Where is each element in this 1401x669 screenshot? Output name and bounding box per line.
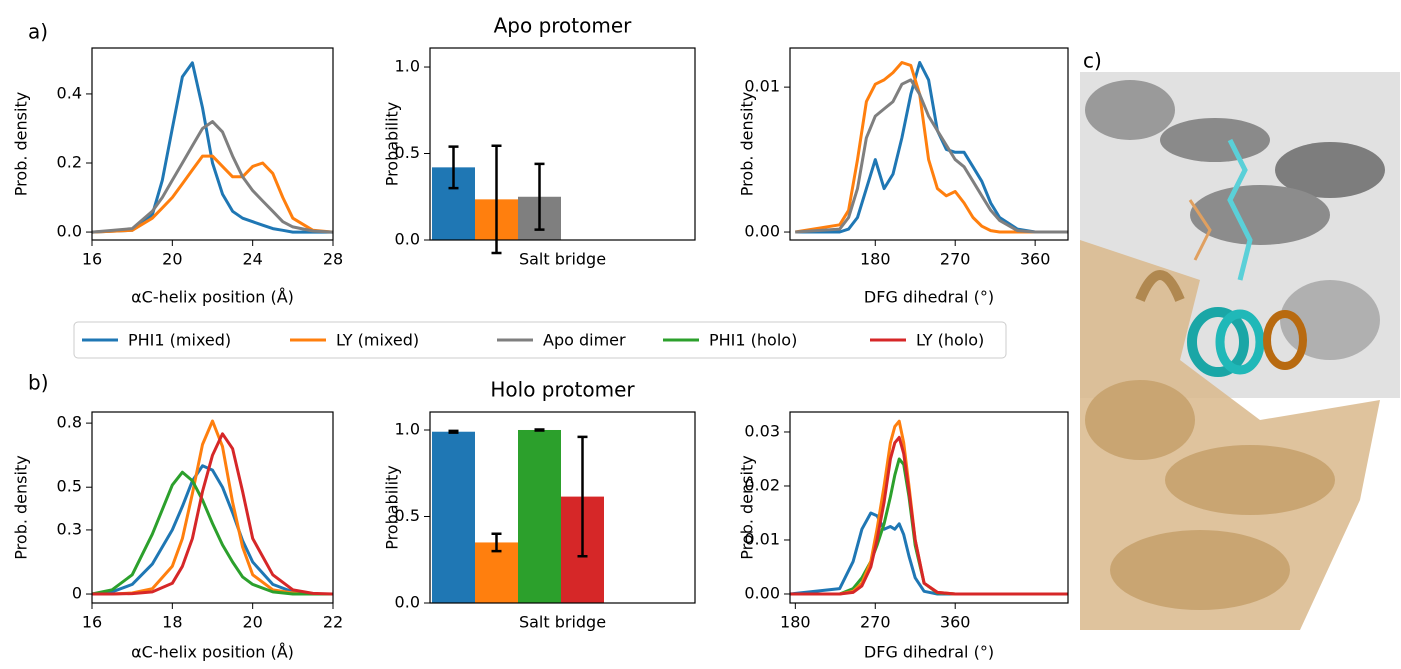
line-series (91, 154, 334, 234)
y-axis-label: Prob. density (738, 92, 757, 196)
y-axis-label: Probability (383, 465, 402, 550)
y-tick-label: 1.0 (395, 57, 420, 76)
legend-label: PHI1 (holo) (709, 331, 797, 350)
line-series (91, 470, 333, 596)
x-tick-label: 180 (780, 613, 811, 632)
error-bar (491, 144, 502, 255)
x-tick-label: 20 (162, 250, 182, 269)
legend-label: PHI1 (mixed) (128, 331, 231, 350)
plot-frame (429, 47, 696, 241)
y-tick-label: 0.4 (57, 83, 82, 102)
legend-label: Apo dimer (543, 331, 626, 350)
y-axis-label: Probability (383, 102, 402, 187)
y-tick-label: 0.2 (57, 152, 82, 171)
line-series (91, 61, 333, 234)
error-bar (577, 435, 588, 558)
x-tick-label: 24 (242, 250, 262, 269)
bar (518, 429, 561, 603)
error-bar (491, 532, 502, 553)
y-axis-label: Prob. density (738, 455, 757, 559)
plot-frame (429, 411, 696, 604)
y-tick-label: 0.0 (57, 222, 82, 241)
x-tick-label: 360 (1020, 250, 1051, 269)
panel-label: c) (1083, 49, 1102, 73)
line-series (92, 432, 334, 596)
legend-label: LY (mixed) (336, 331, 419, 350)
chart-title: Apo protomer (494, 14, 633, 38)
y-tick-label: 0.01 (744, 529, 780, 548)
y-tick-label: 0.5 (395, 506, 420, 525)
y-tick-label: 0.00 (744, 222, 780, 241)
plot-frame (91, 411, 334, 604)
x-tick-label: 22 (323, 613, 343, 632)
y-tick-label: 0.5 (395, 143, 420, 162)
x-tick-label: 16 (82, 250, 102, 269)
legend-label: LY (holo) (916, 331, 984, 350)
error-bar (448, 145, 459, 190)
line-series (790, 419, 1068, 596)
line-series (789, 511, 1068, 596)
protein-image (1080, 72, 1400, 630)
plot-frame (789, 47, 1069, 241)
x-tick-label: 20 (242, 613, 262, 632)
bar (475, 542, 518, 603)
x-tick-label: 18 (162, 613, 182, 632)
panel-label: b) (28, 371, 49, 395)
error-bar (448, 429, 459, 434)
line-series (795, 61, 1068, 234)
x-tick-label: 16 (82, 613, 102, 632)
y-tick-label: 0.03 (744, 421, 780, 440)
line-series (790, 435, 1068, 596)
y-tick-label: 0.0 (395, 230, 420, 249)
y-tick-label: 0.8 (57, 413, 82, 432)
x-tick-label: 270 (860, 613, 891, 632)
x-tick-label: 180 (860, 250, 891, 269)
x-tick-label: Salt bridge (519, 250, 606, 269)
x-axis-label: DFG dihedral (°) (864, 288, 994, 307)
chart-title: Holo protomer (490, 378, 635, 402)
line-series (91, 120, 334, 234)
y-tick-label: 0 (72, 584, 82, 603)
line-series (795, 78, 1068, 234)
line-series (790, 457, 1068, 596)
x-tick-label: Salt bridge (519, 613, 606, 632)
y-axis-label: Prob. density (12, 92, 31, 196)
y-tick-label: 0.5 (57, 477, 82, 496)
error-bar (534, 428, 545, 432)
plot-frame (789, 411, 1069, 604)
y-tick-label: 0.00 (744, 583, 780, 602)
x-tick-label: 28 (323, 250, 343, 269)
x-axis-label: αC-helix position (Å) (131, 643, 294, 662)
y-tick-label: 0.0 (395, 593, 420, 612)
y-axis-label: Prob. density (12, 455, 31, 559)
error-bar (534, 162, 545, 231)
y-tick-label: 0.01 (744, 77, 780, 96)
x-axis-label: αC-helix position (Å) (131, 288, 294, 307)
y-tick-label: 0.3 (57, 519, 82, 538)
bar (432, 431, 475, 603)
x-axis-label: DFG dihedral (°) (864, 643, 994, 662)
y-tick-label: 1.0 (395, 419, 420, 438)
y-tick-label: 0.02 (744, 475, 780, 494)
panel-label: a) (28, 20, 48, 44)
line-series (91, 464, 333, 596)
line-series (92, 419, 333, 596)
x-tick-label: 360 (940, 613, 971, 632)
x-tick-label: 270 (940, 250, 971, 269)
line-series (795, 61, 1068, 234)
plot-frame (91, 47, 334, 241)
legend (73, 321, 1007, 359)
